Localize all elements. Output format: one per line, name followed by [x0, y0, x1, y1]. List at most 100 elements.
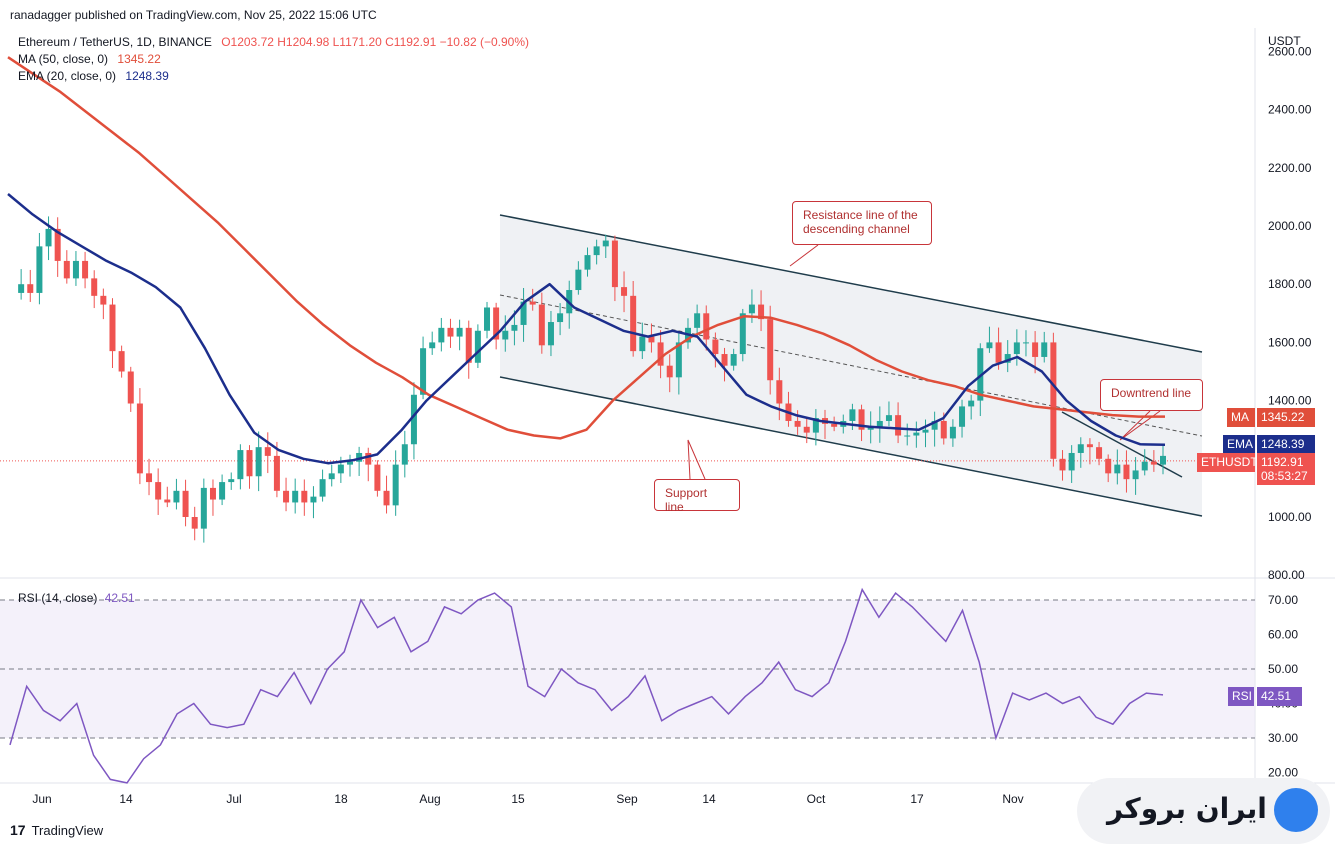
candle-body — [401, 444, 408, 465]
candle-body — [365, 452, 372, 465]
candle-body — [374, 464, 381, 491]
candle-body — [383, 490, 390, 506]
candle-body — [191, 517, 198, 529]
candle-body — [758, 304, 765, 320]
rsi-tick-label: 30.00 — [1268, 731, 1298, 745]
candle-body — [940, 420, 947, 439]
candle-body — [529, 301, 536, 305]
time-tick-label: 17 — [910, 792, 924, 806]
candle-body — [1123, 464, 1130, 480]
callout-downtrend-text: Downtrend line — [1111, 386, 1192, 400]
candle-body — [356, 452, 363, 462]
candle-body — [1013, 342, 1020, 355]
candle-body — [1059, 458, 1066, 471]
candle-body — [392, 464, 399, 506]
callout-support: Support line — [654, 479, 740, 514]
sym-tag-name: ETHUSDT — [1197, 453, 1258, 472]
candle-body — [986, 342, 993, 349]
candle-body — [712, 339, 719, 355]
ema-tag-value: 1248.39 — [1257, 435, 1315, 454]
candle-body — [91, 278, 98, 296]
ma50-line — [7, 56, 1165, 440]
legend-ma-row[interactable]: MA (50, close, 0) 1345.22 — [18, 52, 161, 66]
legend-rsi-value: 42.51 — [104, 591, 135, 605]
candle-body — [456, 327, 463, 337]
support-pointer — [687, 439, 706, 480]
price-tick-label: 2200.00 — [1268, 161, 1312, 175]
candle-body — [18, 284, 25, 293]
candle-body — [109, 304, 116, 352]
candle-body — [1141, 461, 1148, 471]
candle-body — [1096, 447, 1103, 459]
time-tick-label: Jun — [32, 792, 51, 806]
candle-body — [1022, 342, 1029, 344]
legend-rsi-label: RSI (14, close) — [18, 591, 98, 605]
rsi-tick-label: 70.00 — [1268, 593, 1298, 607]
time-tick-label: Aug — [419, 792, 440, 806]
price-tick-label: 2000.00 — [1268, 219, 1312, 233]
support-line — [499, 376, 1203, 517]
candle-body — [867, 426, 874, 430]
candle-body — [1150, 461, 1157, 465]
publisher-line: ranadagger published on TradingView.com,… — [10, 8, 377, 22]
time-tick-label: 14 — [702, 792, 716, 806]
legend-rsi-row[interactable]: RSI (14, close) 42.51 — [18, 591, 135, 605]
candle-body — [803, 426, 810, 433]
candle-body — [36, 246, 43, 293]
candle-body — [273, 455, 280, 491]
candle-body — [1041, 342, 1048, 357]
last-price: 1192.91 — [1261, 455, 1304, 469]
resistance-pointer — [789, 244, 819, 267]
candle-body — [1132, 470, 1139, 480]
candle-body — [100, 295, 107, 305]
ema-tag-name: EMA — [1223, 435, 1255, 454]
candle-body — [173, 490, 180, 503]
candle-body — [337, 464, 344, 474]
candle-body — [913, 432, 920, 436]
legend-ema-row[interactable]: EMA (20, close, 0) 1248.39 — [18, 69, 169, 83]
candle-body — [885, 415, 892, 421]
candle-body — [949, 426, 956, 439]
candle-body — [200, 487, 207, 529]
time-tick-label: 18 — [334, 792, 348, 806]
price-tick-label: 2600.00 — [1268, 44, 1312, 58]
candle-body — [228, 479, 235, 483]
candle-body — [63, 260, 70, 279]
candle-body — [484, 307, 491, 331]
legend-symbol: Ethereum / TetherUS, 1D, BINANCE — [18, 35, 212, 49]
candle-body — [575, 269, 582, 291]
candle-body — [602, 240, 609, 247]
price-tick-label: 1600.00 — [1268, 335, 1312, 349]
candle-body — [739, 313, 746, 355]
candle-body — [1086, 444, 1093, 448]
countdown: 08:53:27 — [1261, 469, 1308, 483]
last-price-tag: 1192.91 08:53:27 — [1257, 453, 1315, 485]
legend-symbol-row[interactable]: Ethereum / TetherUS, 1D, BINANCE O1203.7… — [18, 35, 529, 49]
candle-body — [1105, 458, 1112, 474]
ema20-line — [7, 193, 1166, 465]
rsi-tick-label: 50.00 — [1268, 662, 1298, 676]
price-tick-label: 1800.00 — [1268, 277, 1312, 291]
candle-body — [557, 313, 564, 323]
candle-body — [164, 499, 171, 503]
resistance-line — [499, 214, 1203, 353]
candle-body — [520, 301, 527, 325]
candle-body — [136, 403, 143, 474]
candle-body — [621, 287, 628, 296]
candle-body — [639, 336, 646, 352]
candle-body — [118, 351, 125, 372]
legend-ema-value: 1248.39 — [125, 69, 169, 83]
candle-body — [283, 490, 290, 503]
candle-body — [493, 307, 500, 340]
tradingview-brand[interactable]: 17 TradingView — [10, 822, 103, 838]
candle-body — [694, 313, 701, 328]
candle-body — [146, 473, 153, 483]
callout-resistance-line2: descending channel — [803, 222, 910, 236]
candle-body — [502, 330, 509, 340]
time-tick-label: 15 — [511, 792, 525, 806]
candle-body — [876, 420, 883, 427]
candle-body — [794, 420, 801, 427]
price-tick-label: 800.00 — [1268, 568, 1305, 582]
legend-ema-label: EMA (20, close, 0) — [18, 69, 117, 83]
